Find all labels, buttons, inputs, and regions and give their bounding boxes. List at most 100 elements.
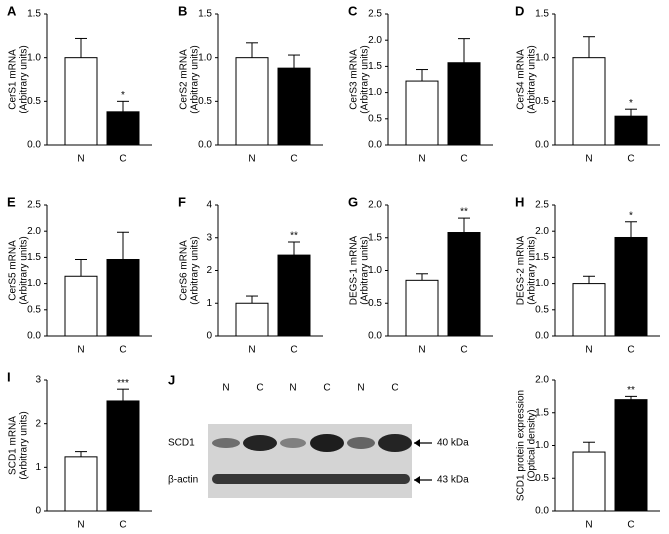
bar-chart: I SCD1 mRNA (Arbitrary units) 0 1 2 3 N C ***	[7, 369, 152, 531]
bar	[405, 279, 439, 337]
band	[280, 438, 306, 448]
y-tick-label: 1.5	[368, 61, 382, 72]
y-tick-label: 0.0	[535, 331, 549, 342]
y-axis-label: CerS5 mRNA	[8, 240, 19, 301]
y-tick-label: 0.0	[27, 140, 41, 151]
y-tick-label: 1.0	[535, 440, 549, 451]
y-tick-label: 0.5	[535, 473, 549, 484]
y-tick-label: 0.0	[535, 506, 549, 517]
blot-membrane	[208, 424, 412, 498]
band	[310, 434, 344, 452]
y-axis-label: CerS4 mRNA	[516, 49, 527, 110]
bar	[614, 236, 648, 337]
bar-chart: B CerS2 mRNA (Arbitrary units) 0.0 0.5 1.0 1.5…	[178, 3, 323, 165]
y-tick-label: 0	[206, 331, 212, 342]
band	[347, 437, 375, 449]
lane-label: C	[256, 383, 263, 394]
bar-chart: SCD1 protein expression (Optical density)…	[516, 375, 660, 531]
x-tick-label: C	[290, 154, 297, 165]
significance-mark: *	[629, 210, 633, 221]
bar	[405, 80, 439, 146]
panel-letter: D	[515, 3, 524, 18]
x-tick-label: C	[627, 520, 634, 531]
y-axis-label: (Arbitrary units)	[527, 45, 538, 113]
band	[378, 434, 412, 452]
y-tick-label: 1.0	[535, 278, 549, 289]
western-blot: J 40 kDa 43 kDa SCD1 β-actin	[168, 372, 469, 498]
bar-chart: H DEGS-2 mRNA (Arbitrary units) 0.0 0.5 1.0 1.…	[515, 194, 660, 356]
y-axis-label: (Arbitrary units)	[360, 236, 371, 304]
x-tick-label: C	[627, 345, 634, 356]
marker-label: 43 kDa	[437, 475, 469, 486]
y-tick-label: 0.5	[368, 298, 382, 309]
y-axis-label: CerS1 mRNA	[8, 49, 19, 110]
lane-label: C	[323, 383, 330, 394]
y-tick-label: 1.0	[27, 52, 41, 63]
bar	[106, 400, 140, 512]
y-axis-label: DEGS-2 mRNA	[516, 235, 527, 305]
panel-letter: C	[348, 3, 358, 18]
band	[212, 474, 410, 484]
y-axis-label: (Arbitrary units)	[527, 236, 538, 304]
bar	[614, 399, 648, 512]
bar-chart: C CerS3 mRNA (Arbitrary units) 0.0 0.5 1.0 1.5…	[348, 3, 493, 165]
y-tick-label: 1.0	[27, 278, 41, 289]
x-tick-label: N	[418, 345, 425, 356]
y-axis-label: DEGS-1 mRNA	[349, 235, 360, 305]
bar	[447, 232, 481, 337]
x-tick-label: C	[119, 520, 126, 531]
x-tick-label: N	[77, 345, 84, 356]
y-tick-label: 0.0	[27, 331, 41, 342]
y-tick-label: 1.5	[198, 9, 212, 20]
y-axis-label: SCD1 protein expression	[516, 390, 527, 501]
y-tick-label: 2.0	[535, 226, 549, 237]
bar	[106, 258, 140, 337]
bar	[572, 283, 606, 337]
y-tick-label: 1.5	[535, 252, 549, 263]
panel-letter: J	[168, 372, 175, 387]
bar-chart: D CerS4 mRNA (Arbitrary units) 0.0 0.5 1.0 1.5…	[515, 3, 660, 165]
significance-mark: **	[627, 385, 635, 396]
y-axis-label: (Arbitrary units)	[190, 236, 201, 304]
y-axis-label: CerS2 mRNA	[179, 49, 190, 110]
y-tick-label: 1.0	[535, 52, 549, 63]
panel-letter: E	[7, 194, 16, 209]
panel-letter: H	[515, 194, 524, 209]
significance-mark: **	[460, 207, 468, 218]
y-tick-label: 0	[35, 506, 41, 517]
bar-chart: E CerS5 mRNA (Arbitrary units) 0.0 0.5 1.0 1.5…	[7, 194, 152, 356]
bar	[64, 57, 98, 146]
y-axis-label: (Arbitrary units)	[360, 45, 371, 113]
x-tick-label: N	[77, 154, 84, 165]
x-tick-label: C	[119, 345, 126, 356]
panel-letter: G	[348, 194, 358, 209]
band	[243, 435, 277, 451]
y-tick-label: 1	[206, 298, 212, 309]
y-tick-label: 1.5	[27, 9, 41, 20]
y-tick-label: 0.0	[368, 331, 382, 342]
lane-label: N	[357, 383, 364, 394]
marker-label: 40 kDa	[437, 438, 469, 449]
y-tick-label: 2.0	[535, 375, 549, 386]
y-tick-label: 1.0	[368, 87, 382, 98]
significance-mark: *	[629, 98, 633, 109]
y-axis-label: (Arbitrary units)	[19, 236, 30, 304]
bar	[572, 451, 606, 512]
y-tick-label: 2.0	[368, 200, 382, 211]
x-tick-label: C	[627, 154, 634, 165]
y-axis-label: (Arbitrary units)	[19, 411, 30, 479]
band	[212, 438, 240, 448]
significance-mark: **	[290, 231, 298, 242]
panel-letter: A	[7, 3, 17, 18]
y-axis-label: CerS3 mRNA	[349, 49, 360, 110]
arrow-head	[414, 476, 420, 484]
y-axis-label: (Optical density)	[527, 409, 538, 481]
y-tick-label: 2.0	[368, 35, 382, 46]
y-tick-label: 3	[35, 375, 41, 386]
bar	[572, 57, 606, 146]
x-tick-label: N	[585, 520, 592, 531]
y-tick-label: 0.0	[198, 140, 212, 151]
x-tick-label: N	[248, 345, 255, 356]
y-tick-label: 3	[206, 232, 212, 243]
